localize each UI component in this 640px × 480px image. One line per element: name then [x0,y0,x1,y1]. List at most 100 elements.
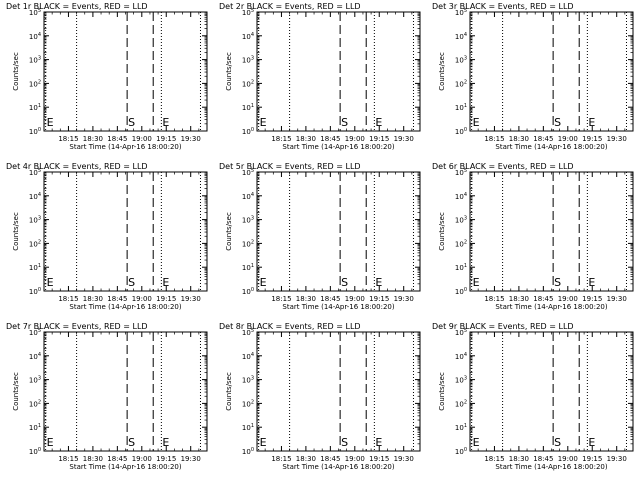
y-tick-label: 104 [29,32,41,41]
marker-label: S [554,276,561,289]
marker-label: E [162,116,169,129]
marker-label: E [260,436,267,449]
x-tick-label: 19:00 [345,135,365,143]
y-tick-label: 101 [455,103,467,112]
y-tick-label: 103 [242,376,254,385]
y-tick-label: 104 [455,32,467,41]
panel-8: Det 8r BLACK = Events, RED = LLD 100 101 10… [219,322,421,471]
panel-title: Det 9r BLACK = Events, RED = LLD [432,322,574,331]
marker-label: S [554,436,561,449]
marker-label: S [341,276,348,289]
x-tick-label: 18:45 [533,455,553,463]
x-tick-label: 19:00 [558,135,578,143]
y-tick-label: 105 [455,8,467,17]
x-tick-label: 19:15 [369,295,389,303]
marker-label: E [375,276,382,289]
y-tick-label: 104 [455,192,467,201]
y-tick-label: 104 [29,352,41,361]
x-tick-label: 18:15 [484,135,504,143]
y-tick-label: 103 [455,376,467,385]
x-tick-label: 18:15 [271,295,291,303]
panel-9: Det 9r BLACK = Events, RED = LLD 100 101 10… [432,322,634,471]
x-tick-label: 19:30 [181,455,201,463]
plot-frame [469,171,634,292]
y-tick-label: 104 [242,192,254,201]
y-axis-label: Counts/sec [12,52,20,91]
x-tick-label: 18:15 [58,295,78,303]
y-tick-label: 105 [455,168,467,177]
y-axis-label: Counts/sec [225,52,233,91]
marker-label: E [473,436,480,449]
plot-frame [256,331,421,452]
panel-title: Det 2r BLACK = Events, RED = LLD [219,2,361,11]
y-tick-label: 103 [242,216,254,225]
y-tick-label: 101 [29,423,41,432]
y-tick-label: 101 [29,263,41,272]
y-tick-label: 100 [29,127,41,136]
x-tick-label: 19:30 [394,295,414,303]
plot-frame [256,171,421,292]
y-axis-label: Counts/sec [12,212,20,251]
y-tick-label: 102 [29,239,41,248]
x-tick-label: 18:15 [271,135,291,143]
x-tick-label: 18:15 [271,455,291,463]
y-tick-label: 105 [242,168,254,177]
x-tick-label: 19:30 [181,295,201,303]
y-tick-label: 103 [455,216,467,225]
marker-label: E [588,116,595,129]
y-tick-label: 102 [242,79,254,88]
plot-frame [43,171,208,292]
x-tick-label: 18:45 [320,295,340,303]
marker-label: E [260,276,267,289]
x-tick-label: 19:00 [558,455,578,463]
y-tick-label: 100 [242,287,254,296]
y-tick-label: 102 [29,79,41,88]
x-tick-label: 19:15 [582,295,602,303]
x-tick-label: 18:15 [58,135,78,143]
y-tick-label: 100 [242,127,254,136]
panel-title: Det 5r BLACK = Events, RED = LLD [219,162,361,171]
y-tick-label: 101 [242,263,254,272]
marker-label: E [162,436,169,449]
x-tick-label: 18:30 [296,135,316,143]
y-tick-label: 105 [29,328,41,337]
x-tick-label: 19:15 [369,455,389,463]
y-tick-label: 105 [242,8,254,17]
marker-label: S [341,436,348,449]
y-tick-label: 100 [455,447,467,456]
x-tick-label: 19:15 [582,135,602,143]
panel-title: Det 8r BLACK = Events, RED = LLD [219,322,361,331]
y-tick-label: 104 [29,192,41,201]
panel-title: Det 4r BLACK = Events, RED = LLD [6,162,148,171]
y-tick-label: 100 [455,287,467,296]
y-tick-label: 104 [242,32,254,41]
y-tick-label: 101 [242,423,254,432]
marker-label: E [260,116,267,129]
x-axis-label: Start Time (14-Apr-16 18:00:20) [69,463,181,471]
marker-label: E [375,436,382,449]
panel-7: Det 7r BLACK = Events, RED = LLD 100 101 10… [6,322,208,471]
x-tick-label: 19:00 [132,135,152,143]
x-tick-label: 18:30 [509,455,529,463]
panel-title: Det 3r BLACK = Events, RED = LLD [432,2,574,11]
x-tick-label: 19:15 [369,135,389,143]
x-axis-label: Start Time (14-Apr-16 18:00:20) [282,463,394,471]
y-tick-label: 102 [455,79,467,88]
y-tick-label: 102 [455,399,467,408]
y-tick-label: 105 [29,168,41,177]
y-tick-label: 101 [455,263,467,272]
plot-frame [43,11,208,132]
marker-label: E [47,436,54,449]
marker-label: E [473,116,480,129]
y-tick-label: 105 [455,328,467,337]
marker-label: E [588,436,595,449]
x-tick-label: 18:45 [107,455,127,463]
y-tick-label: 101 [455,423,467,432]
y-axis-label: Counts/sec [438,52,446,91]
marker-label: E [588,276,595,289]
x-tick-label: 18:45 [533,295,553,303]
y-tick-label: 100 [29,287,41,296]
x-tick-label: 18:15 [484,455,504,463]
x-tick-label: 19:30 [607,455,627,463]
